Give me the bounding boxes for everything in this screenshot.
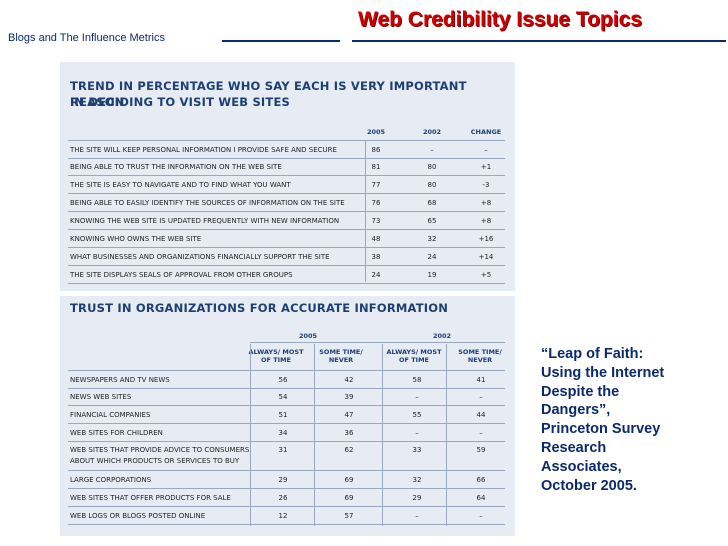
table-row: Knowing who owns the web site 48 32 +16 bbox=[68, 230, 505, 248]
subcol-always-2005: ALWAYS/ MOST OF TIME bbox=[248, 348, 304, 364]
table-row: The site displays seals of approval from… bbox=[68, 266, 505, 284]
header-divider-right bbox=[352, 40, 726, 42]
column-header-2002: 2002 bbox=[422, 128, 442, 136]
header-divider-left bbox=[222, 40, 340, 42]
trend-table: TREND IN PERCENTAGE WHO SAY EACH IS VERY… bbox=[60, 62, 515, 291]
column-header-change: CHANGE bbox=[470, 128, 502, 136]
trust-table-title: TRUST IN ORGANIZATIONS FOR ACCURATE INFO… bbox=[70, 301, 449, 315]
table-row: Being able to trust the information on t… bbox=[68, 158, 505, 176]
table-row: Financial companies 51 47 55 44 bbox=[68, 406, 505, 424]
trend-table-title-line2: IN DECIDING TO VISIT WEB SITES bbox=[70, 95, 290, 109]
presentation-subtitle: Blogs and The Influence Metrics bbox=[8, 32, 165, 44]
year-header-rule bbox=[250, 342, 505, 343]
table-row: Knowing the web site is updated frequent… bbox=[68, 212, 505, 230]
column-header-2005: 2005 bbox=[366, 128, 386, 136]
column-divider bbox=[446, 344, 447, 526]
subcol-sometime-2002: SOME TIME/ NEVER bbox=[458, 348, 502, 364]
table-row: Web logs or blogs posted online 12 57 – … bbox=[68, 507, 505, 525]
trend-table-title-line1: TREND IN PERCENTAGE WHO SAY EACH IS VERY… bbox=[70, 79, 467, 109]
column-divider bbox=[250, 344, 251, 526]
table-row: The site will keep personal information … bbox=[68, 140, 505, 159]
subcol-sometime-2005: SOME TIME/ NEVER bbox=[319, 348, 363, 364]
table-row: Web sites that provide advice to consume… bbox=[68, 442, 505, 471]
year-header-2005: 2005 bbox=[298, 332, 318, 340]
column-divider bbox=[314, 344, 315, 526]
table-row: News web sites 54 39 – – bbox=[68, 388, 505, 406]
table-row: The site is easy to navigate and to find… bbox=[68, 176, 505, 194]
subcol-always-2002: ALWAYS/ MOST OF TIME bbox=[386, 348, 442, 364]
trust-table: TRUST IN ORGANIZATIONS FOR ACCURATE INFO… bbox=[60, 296, 515, 536]
table-row: Newspapers and TV news 56 42 58 41 bbox=[68, 370, 505, 389]
table-row: Large corporations 29 69 32 66 bbox=[68, 471, 505, 489]
table-row: Being able to easily identify the source… bbox=[68, 194, 505, 212]
slide-title: Web Credibility Issue Topics bbox=[358, 8, 642, 31]
year-header-2002: 2002 bbox=[432, 332, 452, 340]
column-divider bbox=[382, 344, 383, 526]
table-row: Web sites that offer products for sale 2… bbox=[68, 489, 505, 507]
table-row: Web sites for children 34 36 – – bbox=[68, 424, 505, 442]
source-citation: “Leap of Faith: Using the Internet Despi… bbox=[541, 346, 665, 494]
table-row: What businesses and organizations financ… bbox=[68, 248, 505, 266]
